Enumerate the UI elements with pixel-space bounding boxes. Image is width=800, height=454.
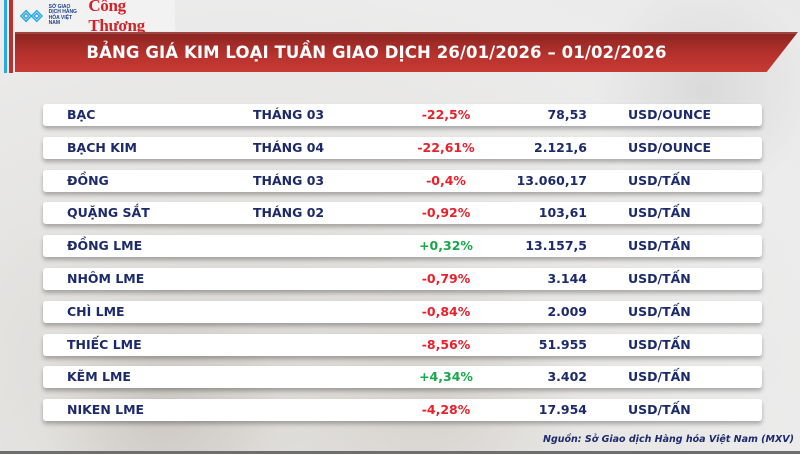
congthuong-logo: Công Thương — [88, 0, 145, 35]
weekly-change: -8,56% — [421, 336, 471, 352]
price-unit: USD/TẤN — [628, 271, 691, 286]
source-note: Nguồn: Sở Giao dịch Hàng hóa Việt Nam (M… — [543, 434, 794, 445]
contract-month: THÁNG 02 — [253, 205, 325, 221]
metal-name: ĐỒNG — [67, 172, 109, 188]
weekly-change: +4,34% — [419, 369, 473, 385]
metal-name: CHÌ LME — [67, 303, 125, 319]
metal-name: THIẾC LME — [67, 336, 142, 352]
bottom-bar — [0, 451, 800, 454]
table-row: BẠC THÁNG 03 -22,5% 78,53 USD/OUNCE — [43, 104, 762, 126]
table-row: ĐỒNG THÁNG 03 -0,4% 13.060,17 USD/TẤN — [43, 169, 762, 192]
metal-name: BẠC — [67, 107, 96, 122]
weekly-change: -0,84% — [421, 303, 471, 319]
price-unit: USD/TẤN — [628, 369, 691, 385]
accent-stripe-red — [9, 0, 13, 73]
accent-stripe-blue — [4, 0, 7, 73]
price-unit: USD/OUNCE — [628, 139, 712, 155]
page-title: BẢNG GIÁ KIM LOẠI TUẦN GIAO DỊCH 26/01/2… — [86, 42, 667, 62]
price-value: 3.144 — [547, 271, 587, 286]
weekly-change: -22,5% — [421, 107, 471, 122]
price-unit: USD/TẤN — [628, 205, 691, 221]
contract-month: THÁNG 03 — [253, 107, 325, 122]
weekly-change: -0,79% — [421, 271, 471, 286]
table-row: KẼM LME +4,34% 3.402 USD/TẤN — [43, 366, 762, 389]
price-unit: USD/TẤN — [628, 238, 691, 254]
mxv-logo-icon — [19, 9, 44, 22]
price-value: 103,61 — [538, 205, 587, 221]
price-value: 17.954 — [538, 402, 587, 418]
table-row: QUẶNG SẮT THÁNG 02 -0,92% 103,61 USD/TẤN — [43, 202, 762, 225]
mxv-logo-text: SỞ GIAO DỊCH HÀNG HÓA VIỆT NAM — [48, 3, 77, 26]
price-value: 13.060,17 — [516, 172, 587, 188]
metal-name: KẼM LME — [67, 369, 131, 385]
table-row: CHÌ LME -0,84% 2.009 USD/TẤN — [43, 300, 762, 323]
price-unit: USD/OUNCE — [628, 107, 712, 122]
weekly-change: -0,92% — [421, 205, 471, 221]
metal-name: NHÔM LME — [67, 271, 145, 286]
price-value: 3.402 — [547, 369, 587, 385]
price-unit: USD/TẤN — [628, 336, 691, 352]
price-value: 2.121,6 — [534, 139, 587, 155]
table-row: ĐỒNG LME +0,32% 13.157,5 USD/TẤN — [43, 235, 762, 258]
metal-name: BẠCH KIM — [67, 139, 137, 155]
price-value: 13.157,5 — [525, 238, 587, 254]
weekly-change: -4,28% — [421, 402, 471, 418]
weekly-change: -22,61% — [417, 139, 475, 155]
price-value: 51.955 — [538, 336, 587, 352]
metal-name: ĐỒNG LME — [67, 238, 143, 254]
contract-month: THÁNG 04 — [253, 139, 325, 155]
table-row: BẠCH KIM THÁNG 04 -22,61% 2.121,6 USD/OUNCE — [43, 136, 762, 159]
weekly-change: -0,4% — [426, 172, 466, 188]
table-row: THIẾC LME -8,56% 51.955 USD/TẤN — [43, 333, 762, 356]
price-unit: USD/TẤN — [628, 172, 691, 188]
price-value: 2.009 — [547, 303, 587, 319]
price-unit: USD/TẤN — [628, 402, 691, 418]
weekly-change: +0,32% — [419, 238, 473, 254]
metal-name: NIKEN LME — [67, 402, 145, 418]
header-logos: SỞ GIAO DỊCH HÀNG HÓA VIỆT NAM Công Thươ… — [15, 0, 175, 35]
metal-name: QUẶNG SẮT — [67, 205, 150, 221]
price-value: 78,53 — [547, 107, 587, 122]
contract-month: THÁNG 03 — [253, 172, 325, 188]
table-row: NIKEN LME -4,28% 17.954 USD/TẤN — [43, 399, 762, 422]
title-banner: BẢNG GIÁ KIM LOẠI TUẦN GIAO DỊCH 26/01/2… — [15, 32, 798, 72]
price-unit: USD/TẤN — [628, 303, 691, 319]
table-row: NHÔM LME -0,79% 3.144 USD/TẤN — [43, 268, 762, 290]
